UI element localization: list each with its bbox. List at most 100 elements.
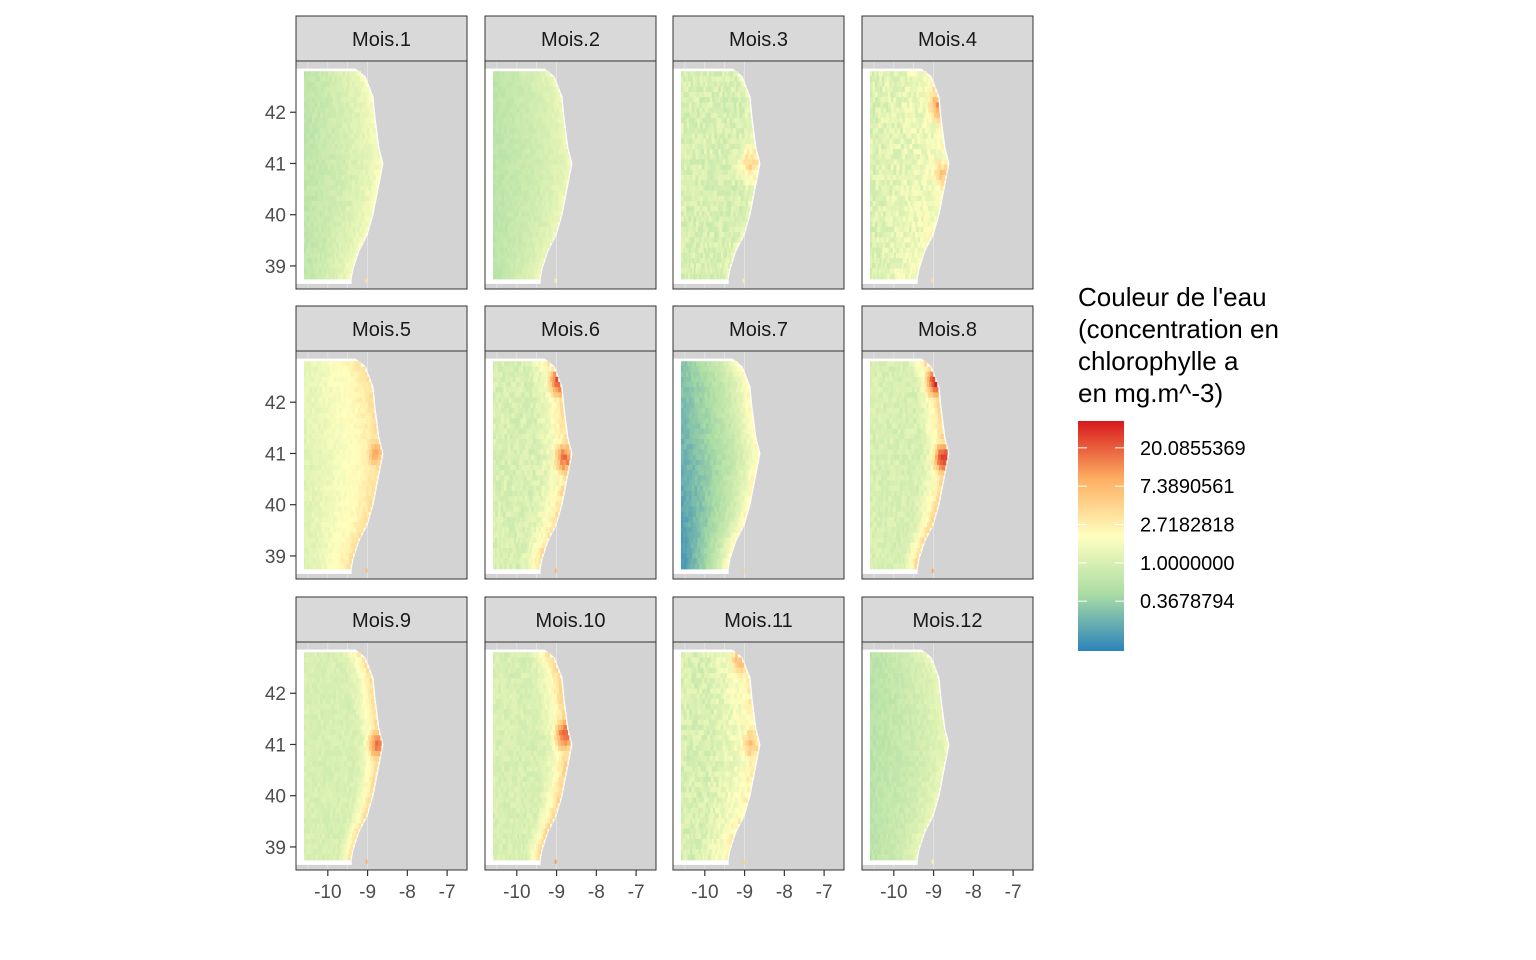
heatmap-cell bbox=[721, 81, 725, 88]
heatmap-cell bbox=[358, 485, 362, 492]
heatmap-cell bbox=[308, 232, 312, 238]
heatmap-cell bbox=[319, 112, 324, 119]
heatmap-cell bbox=[540, 143, 545, 150]
heatmap-cell bbox=[325, 107, 329, 114]
heatmap-cell bbox=[912, 206, 916, 212]
heatmap-cell bbox=[695, 273, 698, 280]
heatmap-cell bbox=[923, 200, 927, 207]
heatmap-cell bbox=[890, 216, 894, 223]
heatmap-cell bbox=[560, 138, 564, 145]
heatmap-cell bbox=[354, 475, 358, 482]
heatmap-cell bbox=[322, 402, 326, 409]
heatmap-cell bbox=[364, 496, 369, 502]
heatmap-cell bbox=[729, 175, 734, 181]
heatmap-cell bbox=[912, 200, 917, 207]
heatmap-cell bbox=[495, 206, 499, 212]
heatmap-cell bbox=[889, 133, 893, 140]
heatmap-cell bbox=[531, 226, 535, 233]
heatmap-cell bbox=[335, 107, 340, 114]
heatmap-cell bbox=[348, 392, 352, 399]
heatmap-cell bbox=[519, 206, 523, 212]
heatmap-cell bbox=[306, 107, 310, 114]
heatmap-cell bbox=[501, 149, 506, 155]
heatmap-cell bbox=[724, 175, 728, 181]
heatmap-cell bbox=[311, 506, 315, 513]
heatmap-cell bbox=[331, 480, 335, 487]
heatmap-cell bbox=[909, 242, 912, 249]
heatmap-cell bbox=[712, 226, 716, 233]
heatmap-cell bbox=[356, 190, 360, 197]
heatmap-cell bbox=[374, 164, 379, 171]
heatmap-cell bbox=[334, 273, 337, 280]
heatmap-cell bbox=[538, 268, 541, 275]
heatmap-cell bbox=[543, 159, 547, 166]
heatmap-cell bbox=[303, 480, 308, 487]
heatmap-cell bbox=[357, 366, 361, 373]
heatmap-cell bbox=[516, 159, 521, 166]
heatmap-cell bbox=[320, 490, 324, 497]
heatmap-cell bbox=[346, 263, 350, 269]
heatmap-cell bbox=[351, 397, 355, 404]
heatmap-cell bbox=[496, 268, 500, 275]
heatmap-cell bbox=[311, 232, 315, 238]
heatmap-cell bbox=[680, 86, 685, 93]
heatmap-cell bbox=[326, 133, 330, 140]
heatmap-cell bbox=[710, 164, 715, 171]
heatmap-cell bbox=[546, 200, 550, 207]
heatmap-cell bbox=[339, 133, 344, 140]
heatmap-cell bbox=[519, 154, 523, 161]
heatmap-cell bbox=[724, 91, 728, 98]
heatmap-cell bbox=[362, 169, 366, 176]
heatmap-cell bbox=[875, 117, 879, 124]
heatmap-cell bbox=[329, 439, 334, 445]
heatmap-cell bbox=[893, 273, 896, 280]
heatmap-cell bbox=[330, 97, 334, 103]
heatmap-cell bbox=[323, 133, 327, 140]
heatmap-cell bbox=[536, 268, 539, 275]
heatmap-cell bbox=[340, 252, 343, 259]
heatmap-cell bbox=[506, 123, 510, 129]
heatmap-cell bbox=[332, 232, 336, 238]
heatmap-cell bbox=[362, 428, 367, 435]
heatmap-cell bbox=[877, 216, 881, 223]
heatmap-cell bbox=[356, 169, 360, 176]
heatmap-cell bbox=[369, 413, 373, 419]
heatmap-cell bbox=[922, 107, 927, 114]
heatmap-cell bbox=[354, 496, 358, 502]
heatmap-cell bbox=[693, 216, 697, 223]
heatmap-cell bbox=[714, 81, 718, 88]
heatmap-cell bbox=[710, 258, 713, 264]
heatmap-cell bbox=[899, 258, 902, 264]
heatmap-cell bbox=[691, 206, 695, 212]
heatmap-cell bbox=[536, 195, 540, 202]
heatmap-cell bbox=[518, 185, 522, 192]
heatmap-cell bbox=[362, 459, 366, 466]
heatmap-cell bbox=[314, 247, 317, 254]
heatmap-cell bbox=[536, 216, 540, 223]
heatmap-cell bbox=[702, 81, 706, 88]
heatmap-cell bbox=[513, 237, 517, 244]
heatmap-cell bbox=[323, 480, 327, 487]
heatmap-cell bbox=[343, 501, 347, 508]
heatmap-cell bbox=[343, 366, 347, 373]
heatmap-cell bbox=[512, 128, 516, 135]
heatmap-cell bbox=[935, 211, 939, 218]
heatmap-cell bbox=[328, 418, 332, 425]
heatmap-cell bbox=[358, 86, 362, 93]
heatmap-cell bbox=[907, 107, 911, 114]
heatmap-cell bbox=[905, 263, 908, 269]
heatmap-cell bbox=[507, 149, 511, 155]
heatmap-cell bbox=[708, 258, 711, 264]
heatmap-cell bbox=[554, 185, 558, 192]
heatmap-cell bbox=[372, 190, 377, 197]
heatmap-cell bbox=[907, 232, 911, 238]
heatmap-cell bbox=[368, 402, 372, 409]
heatmap-cell bbox=[748, 185, 752, 192]
heatmap-cell bbox=[884, 149, 888, 155]
heatmap-cell bbox=[519, 263, 522, 269]
heatmap-cell bbox=[320, 470, 325, 476]
heatmap-cell bbox=[369, 470, 373, 476]
heatmap-cell bbox=[737, 164, 741, 171]
heatmap-cell bbox=[303, 475, 308, 482]
heatmap-cell bbox=[331, 258, 334, 264]
